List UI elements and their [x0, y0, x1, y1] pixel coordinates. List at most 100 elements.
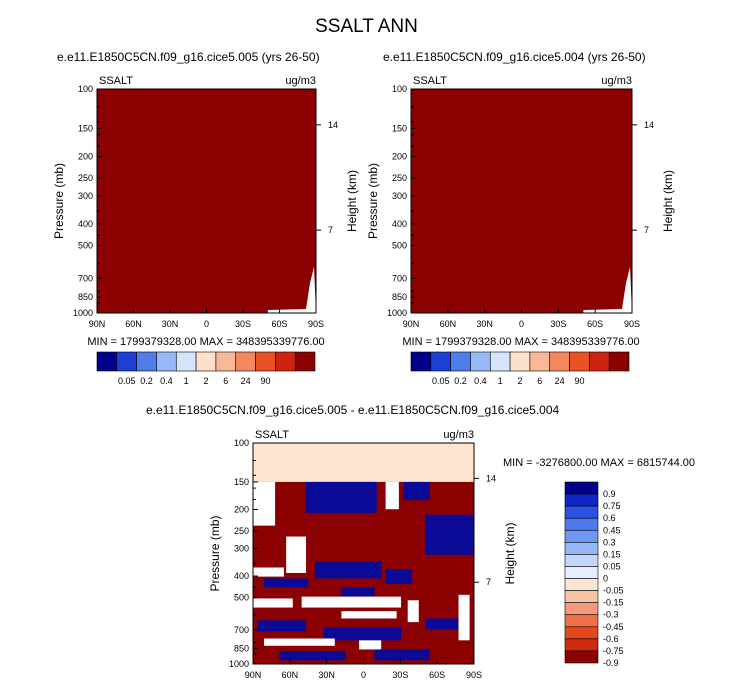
panel1-units-label: ug/m3: [285, 75, 316, 87]
panel3-negative-region: [425, 514, 474, 555]
panel1-colorbar-label: 0.2: [140, 376, 153, 386]
panel2-y-tick-label: 150: [392, 123, 407, 133]
panel3-colorbar-box: [564, 481, 599, 495]
panel3-missing-region: [407, 600, 419, 623]
panel3-colorbar-box: [564, 566, 599, 579]
panel3-negative-region: [341, 587, 375, 597]
panel1-colorbar-box: [156, 351, 177, 372]
panel2-colorbar-box: [410, 351, 432, 372]
panel3-y-tick-label: 850: [234, 643, 249, 653]
panel2-colorbar-box: [608, 351, 630, 372]
panel3-y-tick-label: 250: [234, 526, 249, 536]
panel1-y-tick-label: 300: [78, 191, 93, 201]
panel3-negative-region: [323, 627, 402, 641]
panel3-y-tick-label: 400: [234, 571, 249, 581]
panel3-colorbar-box: [564, 626, 599, 640]
panel1-x-tick-label: 90S: [308, 319, 324, 329]
panel1-ylabel: Pressure (mb): [52, 163, 66, 239]
panel3-missing-region: [286, 536, 307, 573]
panel3-missing-region: [301, 596, 402, 608]
panel3-colorbar-label: 0.05: [603, 561, 621, 571]
panel1-colorbar-label: 0.05: [118, 376, 136, 386]
panel3-negative-region: [403, 481, 430, 501]
panel1-y-tick-label: 1000: [73, 308, 93, 318]
panel1-field-gap: [267, 267, 316, 313]
panel1-field-fill: [97, 89, 316, 313]
panel2-y-tick-label: 100: [392, 84, 407, 94]
panel3-height-tick-label: 14: [486, 473, 496, 483]
panel3-colorbar-box: [564, 578, 599, 591]
panel2-colorbar-label: 90: [574, 376, 584, 386]
panel3-colorbar-label: -0.45: [603, 622, 624, 632]
panel1-x-tick-label: 30S: [235, 319, 251, 329]
panel1-colorbar-label: 6: [223, 376, 228, 386]
panel3-colorbar-box: [564, 650, 599, 664]
panel2-x-tick-label: 60N: [440, 319, 457, 329]
panel1-colorbar-label: 90: [260, 376, 270, 386]
panel3-colorbar-label: -0.9: [603, 658, 619, 668]
panel1-y-tick-label: 150: [78, 123, 93, 133]
panel3-colorbar-box: [564, 542, 599, 555]
panel3-missing-region: [341, 611, 397, 619]
panel3-colorbar-box: [564, 517, 599, 531]
panel2-height-tick-label: 7: [644, 225, 649, 235]
panel2-x-tick-label: 30N: [476, 319, 493, 329]
panel3-title: e.e11.E1850C5CN.f09_g16.cice5.005 - e.e1…: [146, 403, 560, 417]
panel3-colorbar-label: 0.3: [603, 537, 616, 547]
panel3-colorbar-label: -0.3: [603, 610, 619, 620]
panel3-y-tick-label: 150: [234, 477, 249, 487]
panel3-missing-region: [253, 567, 284, 577]
panel1-y-tick-label: 200: [78, 151, 93, 161]
panel2-y-tick-label: 700: [392, 273, 407, 283]
panel3-height-tick-label: 7: [486, 577, 491, 587]
panel1-colorbar-box: [235, 351, 256, 372]
panel3-field-upper: [253, 443, 474, 482]
panel1-colorbar-box: [96, 351, 118, 372]
panel3-negative-region: [279, 651, 346, 661]
panel1-height-tick-label: 14: [328, 120, 338, 130]
panel2-colorbar-label: 0.4: [474, 376, 487, 386]
panel3-negative-region: [306, 481, 377, 513]
panel2-y-tick-label: 200: [392, 151, 407, 161]
panel3-x-tick-label: 90N: [245, 670, 262, 680]
panel2-colorbar-box: [470, 351, 491, 372]
panel3-ylabel-right: Height (km): [503, 522, 517, 584]
panel1-y-tick-label: 850: [78, 292, 93, 302]
panel3-colorbar-box: [564, 590, 599, 603]
panel3-colorbar-box: [564, 602, 599, 616]
panel3-colorbar-label: -0.15: [603, 598, 624, 608]
panel3-negative-region: [385, 569, 413, 584]
panel1-y-tick-label: 250: [78, 173, 93, 183]
panel2-height-tick-label: 14: [644, 120, 654, 130]
panel1-y-tick-label: 100: [78, 84, 93, 94]
panel1-colorbar-box: [215, 351, 237, 372]
panel3-negative-region: [374, 649, 430, 661]
panel1-colorbar-label: 1: [184, 376, 189, 386]
panel1-y-tick-label: 700: [78, 273, 93, 283]
panel1-y-tick-label: 500: [78, 241, 93, 251]
panel1-x-tick-label: 60S: [271, 319, 287, 329]
panel3-negative-region: [425, 618, 470, 630]
panel3-y-tick-label: 200: [234, 505, 249, 515]
panel3-colorbar-label: 0.45: [603, 525, 621, 535]
panel2-colorbar-label: 1: [498, 376, 503, 386]
panel2-colorbar-box: [489, 351, 511, 372]
panel2-ylabel-right: Height (km): [661, 170, 675, 232]
panel3-y-tick-label: 500: [234, 592, 249, 602]
panel3-min-max: MIN = -3276800.00 MAX = 6815744.00: [503, 457, 695, 469]
panel2-title: e.e11.E1850C5CN.f09_g16.cice5.004 (yrs 2…: [383, 50, 646, 64]
panel3-colorbar-label: 0.15: [603, 549, 621, 559]
panel1-title: e.e11.E1850C5CN.f09_g16.cice5.005 (yrs 2…: [57, 50, 320, 64]
panel2-y-tick-label: 250: [392, 173, 407, 183]
panel3-x-tick-label: 60S: [429, 670, 445, 680]
panel3-colorbar-box: [564, 505, 599, 519]
panel3-units-label: ug/m3: [443, 429, 474, 441]
panel2-x-tick-label: 30S: [550, 319, 566, 329]
panel2-colorbar-label: 0.2: [454, 376, 467, 386]
panel2-colorbar-box: [430, 351, 451, 372]
panel2-variable-label: SSALT: [413, 75, 447, 87]
panel2-y-tick-label: 500: [392, 241, 407, 251]
panel3-y-tick-label: 700: [234, 625, 249, 635]
panel3-missing-region: [458, 594, 470, 641]
